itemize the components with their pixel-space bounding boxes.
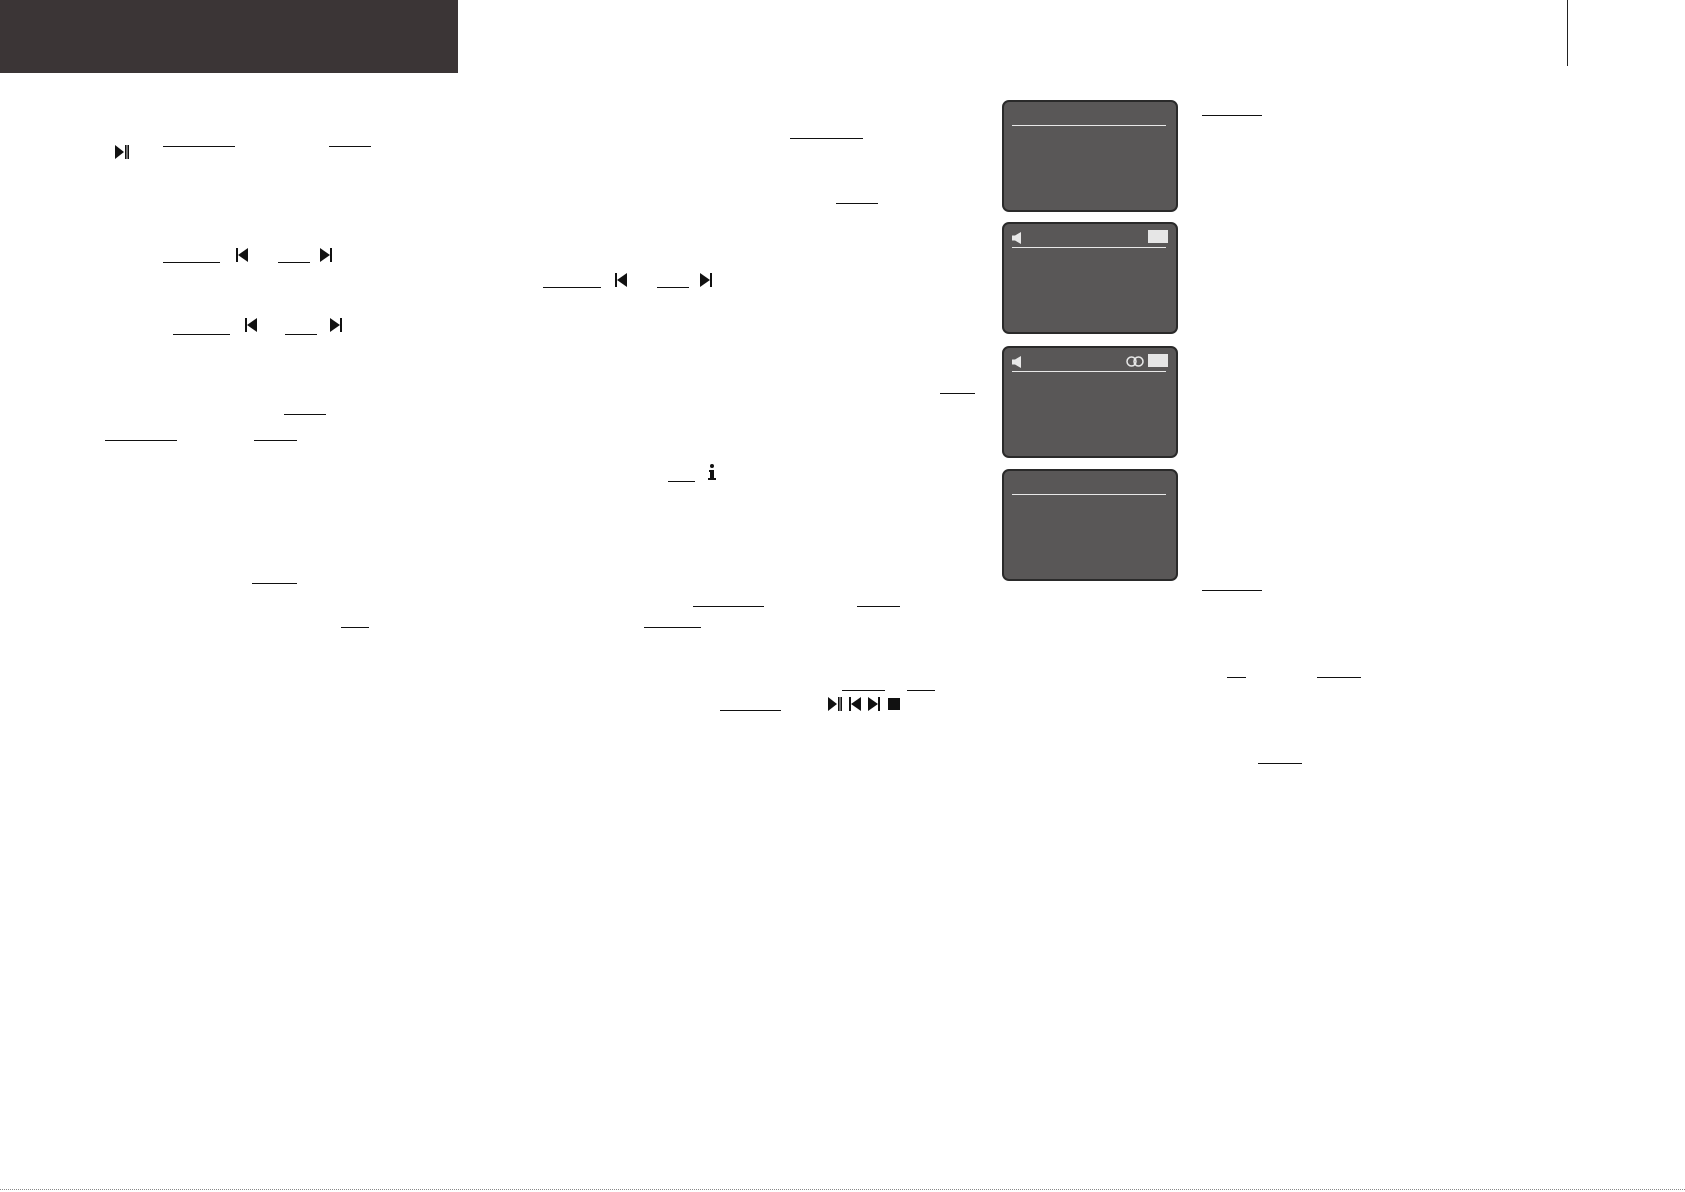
stereo-icon (1126, 356, 1144, 367)
underline-field (693, 606, 764, 607)
status-badge (1148, 354, 1168, 367)
display-screen (1002, 222, 1178, 334)
screen-divider (1012, 371, 1166, 372)
underline-field (254, 440, 297, 441)
page-edge-line (1567, 0, 1568, 66)
underline-field (284, 414, 326, 415)
underline-field (173, 334, 230, 335)
status-badge (1148, 230, 1168, 243)
screen-divider (1012, 125, 1166, 126)
play-pause-icon (828, 697, 842, 711)
underline-field (278, 262, 310, 263)
skip-previous-icon (245, 318, 257, 332)
display-screen (1002, 100, 1178, 212)
underline-field (1202, 590, 1262, 591)
underline-field (1202, 115, 1262, 116)
underline-field (163, 262, 220, 263)
underline-field (329, 146, 371, 147)
play-pause-icon (115, 145, 129, 159)
underline-field (1227, 677, 1246, 678)
underline-field (105, 440, 177, 441)
underline-field (790, 138, 863, 139)
underline-field (907, 690, 935, 691)
underline-field (1317, 677, 1361, 678)
display-screen (1002, 469, 1178, 581)
speaker-icon (1012, 232, 1022, 244)
skip-previous-icon (849, 697, 861, 711)
underline-field (940, 393, 975, 394)
stop-icon (888, 698, 900, 710)
skip-previous-icon (236, 248, 248, 262)
underline-field (252, 583, 297, 584)
underline-field (1258, 763, 1302, 764)
underline-field (842, 690, 885, 691)
screen-divider (1012, 494, 1166, 495)
skip-next-icon (868, 697, 880, 711)
underline-field (644, 627, 701, 628)
page-bottom-border (0, 1189, 1685, 1190)
skip-next-icon (330, 318, 342, 332)
skip-previous-icon (615, 273, 627, 287)
section-header-bar (0, 0, 458, 73)
underline-field (668, 481, 695, 482)
info-icon (707, 464, 717, 480)
display-screen (1002, 346, 1178, 458)
underline-field (543, 287, 601, 288)
skip-next-icon (700, 273, 712, 287)
skip-next-icon (320, 248, 332, 262)
screen-divider (1012, 247, 1166, 248)
underline-field (341, 627, 369, 628)
underline-field (163, 146, 235, 147)
underline-field (857, 606, 900, 607)
underline-field (657, 287, 689, 288)
speaker-icon (1012, 356, 1022, 368)
underline-field (836, 203, 878, 204)
underline-field (285, 334, 317, 335)
underline-field (720, 710, 781, 711)
